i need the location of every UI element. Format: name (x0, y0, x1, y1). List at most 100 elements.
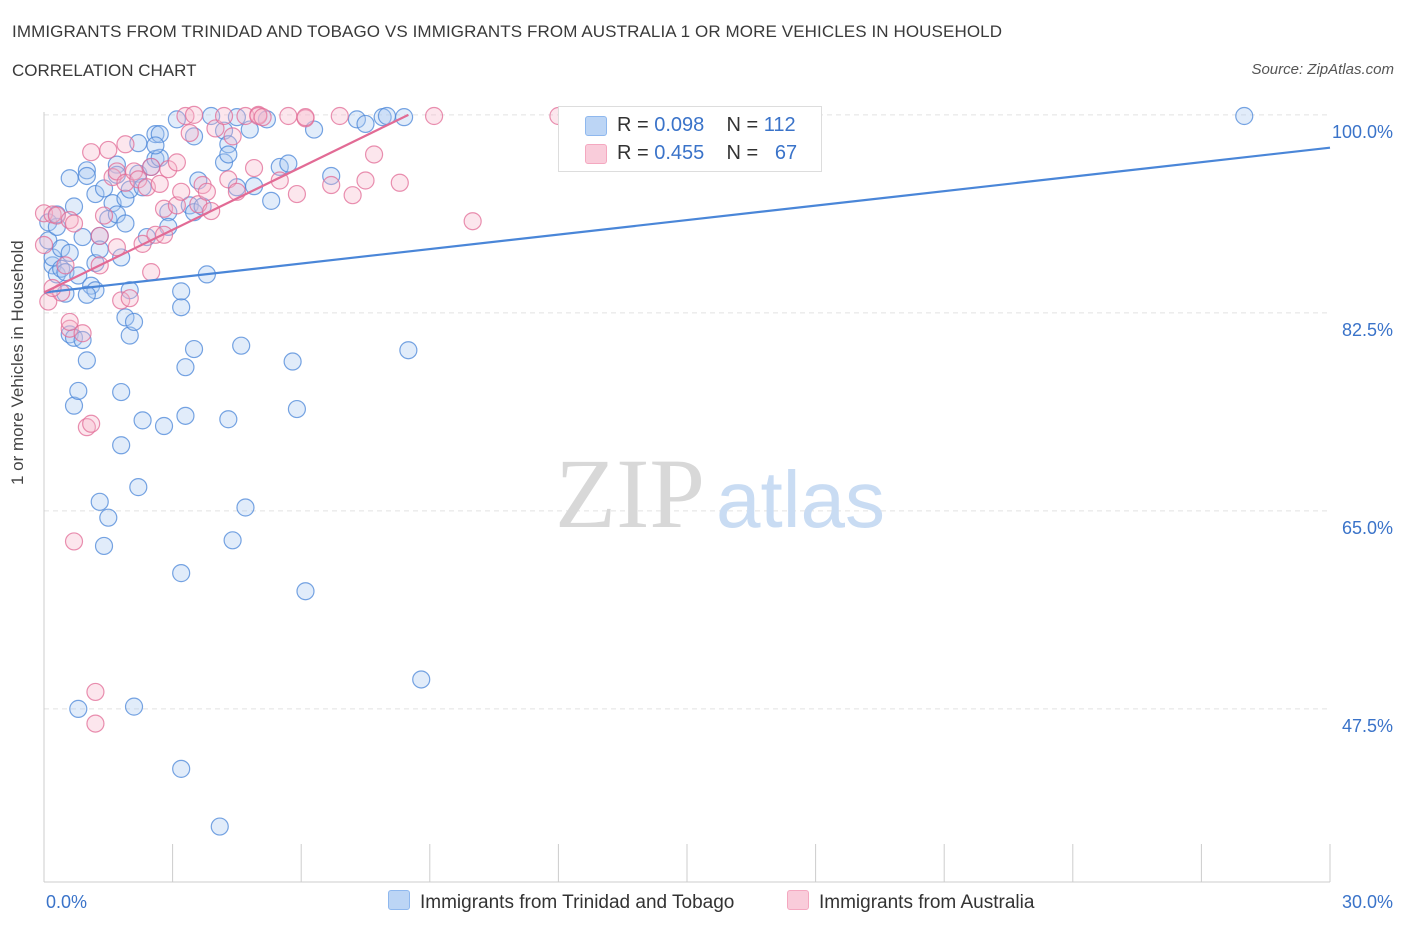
point-trinidad (77, 285, 96, 304)
watermark-atlas: atlas (716, 455, 885, 544)
series-legend-trinidad: Immigrants from Trinidad and Tobago (388, 890, 734, 914)
point-australia (94, 206, 114, 225)
point-trinidad (133, 411, 152, 430)
point-trinidad (69, 381, 88, 401)
point-trinidad (412, 670, 431, 689)
series-swatch-australia (787, 890, 809, 910)
point-trinidad (116, 214, 135, 233)
point-australia (356, 171, 375, 190)
point-trinidad (240, 120, 259, 139)
y-tick-label: 100.0% (1332, 122, 1393, 142)
point-australia (424, 106, 444, 126)
point-trinidad (236, 498, 255, 517)
point-australia (343, 186, 362, 205)
point-trinidad (279, 154, 298, 173)
point-australia (64, 214, 84, 233)
point-australia (86, 682, 105, 702)
point-trinidad (223, 531, 242, 550)
chart-title: IMMIGRANTS FROM TRINIDAD AND TOBAGO VS I… (12, 22, 1003, 41)
point-trinidad (116, 189, 135, 208)
point-trinidad (176, 358, 195, 377)
point-australia (167, 196, 186, 215)
point-trinidad (116, 308, 135, 327)
trend-lines (43, 113, 1331, 294)
point-australia (219, 170, 238, 189)
point-trinidad (172, 564, 191, 583)
legend-swatch-australia (585, 144, 607, 164)
y-tick-label: 82.5% (1342, 320, 1393, 340)
point-trinidad (347, 110, 367, 129)
point-trinidad (356, 114, 375, 134)
point-trinidad (94, 536, 114, 556)
point-australia (223, 127, 242, 146)
point-trinidad (90, 492, 109, 511)
point-trinidad (112, 436, 131, 455)
point-australia (142, 263, 161, 282)
point-trinidad (129, 134, 148, 153)
point-australia (463, 212, 482, 231)
point-australia (296, 108, 315, 127)
point-australia (167, 153, 186, 172)
correlation-legend: R = 0.098 N = 112 R = 0.455 N = 67 (558, 106, 822, 172)
y-tick-label: 47.5% (1342, 716, 1393, 736)
grid-lines (44, 114, 1330, 710)
point-australia (180, 123, 199, 143)
point-trinidad (283, 352, 302, 371)
point-australia (322, 175, 341, 195)
point-australia (90, 226, 109, 246)
trend-line-australia (43, 113, 409, 294)
point-trinidad (232, 336, 251, 355)
legend-swatch-trinidad (585, 116, 607, 136)
point-trinidad (146, 136, 165, 155)
point-australia (279, 106, 298, 126)
tick-labels: 100.0% 82.5% 65.0% 47.5% 0.0% 30.0% (46, 122, 1393, 912)
point-australia (34, 235, 54, 255)
point-australia (214, 106, 234, 126)
axes (43, 112, 1331, 883)
point-australia (172, 182, 191, 201)
legend-n-value: 112 (763, 114, 796, 136)
point-trinidad (99, 508, 118, 527)
point-australia (206, 119, 225, 138)
point-trinidad (124, 697, 144, 716)
point-trinidad (52, 239, 71, 258)
series-swatch-trinidad (388, 890, 410, 910)
point-trinidad (262, 191, 281, 210)
legend-n-label: N = (726, 114, 759, 136)
point-trinidad (287, 399, 307, 419)
chart-subtitle: CORRELATION CHART (12, 61, 197, 80)
watermark-zip: ZIP (555, 438, 705, 549)
legend-r-label: R = (617, 114, 649, 136)
source-note: Source: ZipAtlas.com (1251, 61, 1394, 78)
point-trinidad (219, 145, 238, 164)
point-trinidad (184, 339, 204, 359)
point-trinidad (154, 416, 174, 436)
point-trinidad (77, 161, 96, 180)
point-australia (364, 145, 384, 164)
legend-r-value: 0.098 (654, 114, 705, 136)
trend-line-trinidad (43, 146, 1331, 294)
point-trinidad (210, 817, 229, 836)
point-australia (390, 173, 409, 192)
point-australia (150, 174, 169, 193)
legend-r-label: R = (617, 142, 649, 164)
point-australia (73, 324, 92, 343)
point-trinidad (64, 396, 84, 415)
point-australia (56, 256, 75, 275)
point-trinidad (60, 169, 79, 188)
point-trinidad (296, 582, 315, 601)
point-trinidad (172, 298, 191, 317)
point-trinidad (112, 382, 131, 402)
point-trinidad (77, 351, 96, 370)
series-label-trinidad: Immigrants from Trinidad and Tobago (420, 892, 735, 913)
y-axis-label: 1 or more Vehicles in Household (8, 240, 27, 485)
point-trinidad (124, 312, 144, 332)
legend-n-value: 67 (774, 142, 798, 164)
point-australia (330, 106, 349, 126)
point-australia (244, 158, 264, 178)
point-trinidad (172, 759, 191, 778)
point-trinidad (129, 478, 148, 497)
point-australia (116, 135, 135, 154)
point-trinidad (150, 125, 169, 144)
